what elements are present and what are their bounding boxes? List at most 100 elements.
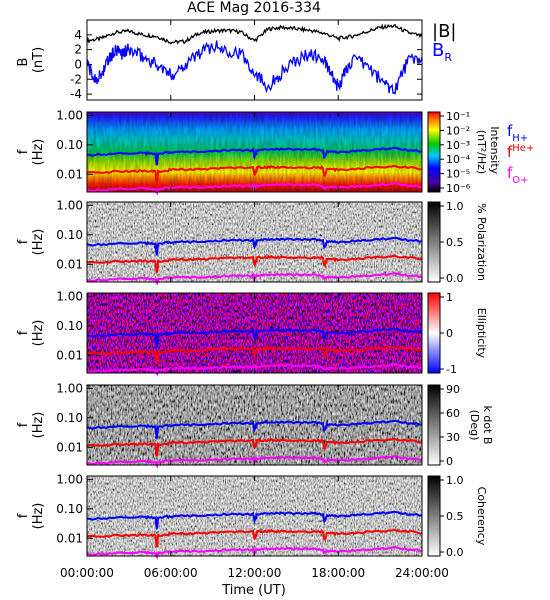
b-ytick-label: 4 [74,28,82,42]
colorbar-tick-label: 0 [446,327,453,340]
freq-ytick-label: 0.01 [56,440,83,454]
gyro-line-f-hplus [86,510,423,530]
b-ytick-label: -4 [70,87,82,101]
colorbar-label: Ellipticity [475,308,488,359]
b-axis-label-line1: B [16,58,31,67]
colorbar-tick-label: 10⁻⁵ [446,168,470,181]
coherency-panel: 1.00 0.10 0.01 f(Hz) 1.0 0.5 0.0 [16,472,464,560]
freq-axis-label: f(Hz) [16,320,46,347]
legend-f-oplus: fO+ [507,164,529,186]
colorbar-tick-label: 30 [446,431,460,444]
colorbar-tick-label: 0.0 [446,272,464,285]
freq-ytick-label: 1.00 [56,472,83,486]
time-tick-label: 24:00:00 [395,566,449,580]
freq-axis-label-line1: f [16,422,31,427]
legend-br: BR [432,40,452,64]
freq-ytick-label: 0.01 [56,257,83,271]
gyro-line-f-heplus [86,437,423,458]
colorbar-tick-label: 1 [446,291,453,304]
kdotb-label-line2: (Deg) [468,410,481,441]
colorbar-tick-label: 10⁻⁶ [446,182,471,195]
gyro-line-f-heplus [86,528,423,549]
series-line-br [87,40,422,95]
freq-axis-label-line1: f [16,513,31,518]
freq-axis-label: f(Hz) [16,229,46,256]
legend-f-hplus: fH+ [507,122,528,144]
freq-ytick-label: 1.00 [56,381,83,395]
freq-axis-label-line2: (Hz) [31,503,46,530]
time-tick-label: 00:00:00 [60,566,114,580]
colorbar-tick-label: 1.0 [446,200,464,213]
b-ytick-label: 2 [74,43,82,57]
colorbar-label: Coherency [475,487,488,546]
freq-axis-label-line2: (Hz) [31,320,46,347]
kdotb-label-line1: k dot B [481,406,494,445]
freq-ytick-label: 0.10 [56,502,83,516]
freq-axis-label: f(Hz) [16,503,46,530]
kdotb-colorbar-label: k dot B(Deg) [468,406,494,445]
legend-f-heplus: fHe+ [507,143,534,161]
colorbar-tick-label: 1.0 [446,474,464,487]
gyro-line-f-heplus [86,254,423,275]
intensity-colorbar-label: Intensity (nT²/Hz) [475,126,501,177]
colorbar-tick-label: 0.5 [446,236,464,249]
legend-f-hplus-sub: H+ [512,133,528,144]
freq-ytick-label: 0.10 [56,319,83,333]
gyro-line-f-heplus [86,345,423,366]
gyro-line-f-oplus [86,182,423,196]
legend-br-sub: R [444,51,452,64]
colorbar-label: % Polarization [475,203,488,281]
freq-ytick-label: 0.01 [56,531,83,545]
colorbar-tick-label: 60 [446,407,460,420]
gyro-line-f-oplus [86,455,423,469]
coherency-colorbar [427,475,441,557]
freq-ytick-label: 0.01 [56,348,83,362]
gyro-line-f-hplus [86,419,423,439]
gyro-line-f-hplus [86,327,423,347]
gyro-line-f-oplus [86,546,423,560]
kdotb-colorbar [427,384,441,466]
time-tick-label: 12:00:00 [228,566,282,580]
gyro-line-f-hplus [86,146,423,166]
legend-btotal: |B| [432,21,456,42]
gyro-line-f-hplus [86,236,423,256]
b-ytick-label: 0 [74,57,82,71]
freq-axis-label-line1: f [16,330,31,335]
freq-ytick-label: 0.01 [56,167,83,181]
ellipticity-colorbar [427,292,441,374]
freq-axis-label-line2: (Hz) [31,412,46,439]
colorbar-tick-label: 90 [446,383,460,396]
colorbar-tick-label: 0 [446,455,453,468]
intensity-label-line1: Intensity [488,126,501,174]
colorbar-tick-label: 0.5 [446,510,464,523]
polarization-panel: 1.00 0.10 0.01 f(Hz) 1.0 0.5 0.0 [16,198,464,286]
freq-ytick-label: 0.10 [56,411,83,425]
freq-ytick-label: 1.00 [56,198,83,212]
intensity-label-line2: (nT²/Hz) [475,130,488,174]
intensity-colorbar [427,111,441,193]
freq-axis-label: f(Hz) [16,412,46,439]
freq-ytick-label: 1.00 [56,108,83,122]
time-tick-label: 18:00:00 [311,566,365,580]
freq-axis-label-line2: (Hz) [31,229,46,256]
freq-ytick-label: 1.00 [56,289,83,303]
colorbar-tick-label: 0.0 [446,546,464,559]
legend-f-oplus-sub: O+ [512,175,528,186]
polarization-colorbar [427,201,441,283]
freq-axis-label-line1: f [16,149,31,154]
freq-ytick-label: 0.10 [56,138,83,152]
colorbar-tick-label: -1 [446,363,457,376]
freq-axis-label-line1: f [16,239,31,244]
colorbar-tick-label: 10⁻² [446,124,470,137]
b-axis-label-line2: (nT) [31,47,46,73]
gyro-line-f-oplus [86,363,423,377]
kdotb-panel: 1.00 0.10 0.01 f(Hz) 90 60 30 0 [16,381,460,469]
b-axis-label: B (nT) [16,47,46,73]
freq-axis-label: f(Hz) [16,139,46,166]
colorbar-tick-label: 10⁻³ [446,139,470,152]
series-line-btotal [87,23,422,45]
time-axis-label: Time (UT) [221,583,286,598]
freq-axis-label-line2: (Hz) [31,139,46,166]
colorbar-tick-label: 10⁻¹ [446,110,470,123]
